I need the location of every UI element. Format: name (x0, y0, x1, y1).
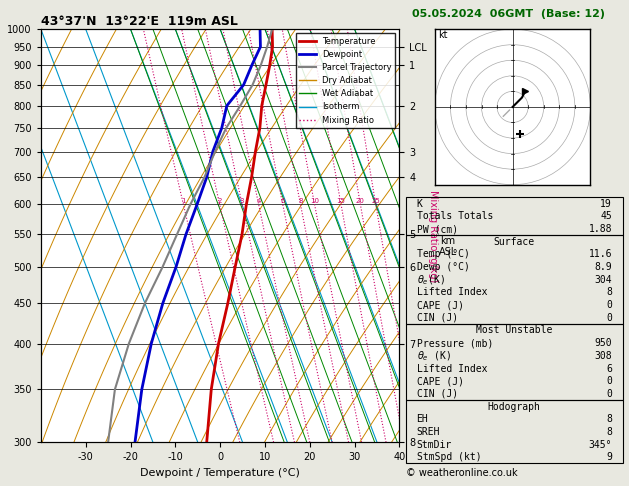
Text: CIN (J): CIN (J) (416, 389, 458, 399)
Text: 43°37'N  13°22'E  119m ASL: 43°37'N 13°22'E 119m ASL (41, 15, 238, 28)
Text: StmDir: StmDir (416, 439, 452, 450)
Text: 1.88: 1.88 (588, 224, 612, 234)
Text: 304: 304 (594, 275, 612, 285)
Text: 308: 308 (594, 351, 612, 361)
Text: Pressure (mb): Pressure (mb) (416, 338, 493, 348)
Text: StmSpd (kt): StmSpd (kt) (416, 452, 481, 462)
Text: Mixing Ratio (g/kg): Mixing Ratio (g/kg) (428, 190, 438, 282)
Text: 25: 25 (371, 198, 380, 205)
Text: 20: 20 (356, 198, 365, 205)
Text: SREH: SREH (416, 427, 440, 437)
Text: 0: 0 (606, 376, 612, 386)
Text: 05.05.2024  06GMT  (Base: 12): 05.05.2024 06GMT (Base: 12) (412, 9, 605, 19)
Bar (406, 235, 623, 324)
Text: PW (cm): PW (cm) (416, 224, 458, 234)
Text: Temp (°C): Temp (°C) (416, 249, 469, 260)
Text: 2: 2 (218, 198, 222, 205)
Text: 15: 15 (337, 198, 345, 205)
Text: 4: 4 (257, 198, 261, 205)
Text: 8: 8 (606, 427, 612, 437)
Text: 0: 0 (606, 389, 612, 399)
Text: 19: 19 (600, 199, 612, 208)
Text: CAPE (J): CAPE (J) (416, 300, 464, 310)
Text: 10: 10 (310, 198, 319, 205)
Text: 9: 9 (606, 452, 612, 462)
Text: 6: 6 (281, 198, 285, 205)
Text: $\theta_e$ (K): $\theta_e$ (K) (416, 349, 450, 363)
Text: CIN (J): CIN (J) (416, 313, 458, 323)
Text: 950: 950 (594, 338, 612, 348)
Text: 0: 0 (606, 300, 612, 310)
Text: 1: 1 (181, 198, 186, 205)
Text: kt: kt (438, 31, 447, 40)
Text: 11.6: 11.6 (588, 249, 612, 260)
Y-axis label: hPa: hPa (0, 226, 2, 246)
Text: 6: 6 (606, 364, 612, 374)
Text: Surface: Surface (494, 237, 535, 247)
Text: 8: 8 (606, 414, 612, 424)
Text: Hodograph: Hodograph (487, 401, 541, 412)
Text: Dewp (°C): Dewp (°C) (416, 262, 469, 272)
Text: 8: 8 (606, 287, 612, 297)
Text: 345°: 345° (588, 439, 612, 450)
Text: $\theta_e$(K): $\theta_e$(K) (416, 273, 445, 287)
Text: 8: 8 (298, 198, 303, 205)
Text: CAPE (J): CAPE (J) (416, 376, 464, 386)
Text: 45: 45 (600, 211, 612, 222)
Text: 3: 3 (240, 198, 245, 205)
Text: EH: EH (416, 414, 428, 424)
Text: © weatheronline.co.uk: © weatheronline.co.uk (406, 469, 517, 478)
Text: Totals Totals: Totals Totals (416, 211, 493, 222)
Y-axis label: km
ASL: km ASL (438, 236, 457, 257)
Text: Most Unstable: Most Unstable (476, 326, 552, 335)
Text: 8.9: 8.9 (594, 262, 612, 272)
Legend: Temperature, Dewpoint, Parcel Trajectory, Dry Adiabat, Wet Adiabat, Isotherm, Mi: Temperature, Dewpoint, Parcel Trajectory… (296, 34, 395, 128)
X-axis label: Dewpoint / Temperature (°C): Dewpoint / Temperature (°C) (140, 468, 300, 478)
Text: K: K (416, 199, 423, 208)
Text: Lifted Index: Lifted Index (416, 364, 487, 374)
Text: 0: 0 (606, 313, 612, 323)
Bar (406, 197, 623, 235)
Bar (406, 399, 623, 463)
Text: Lifted Index: Lifted Index (416, 287, 487, 297)
Bar (406, 324, 623, 399)
